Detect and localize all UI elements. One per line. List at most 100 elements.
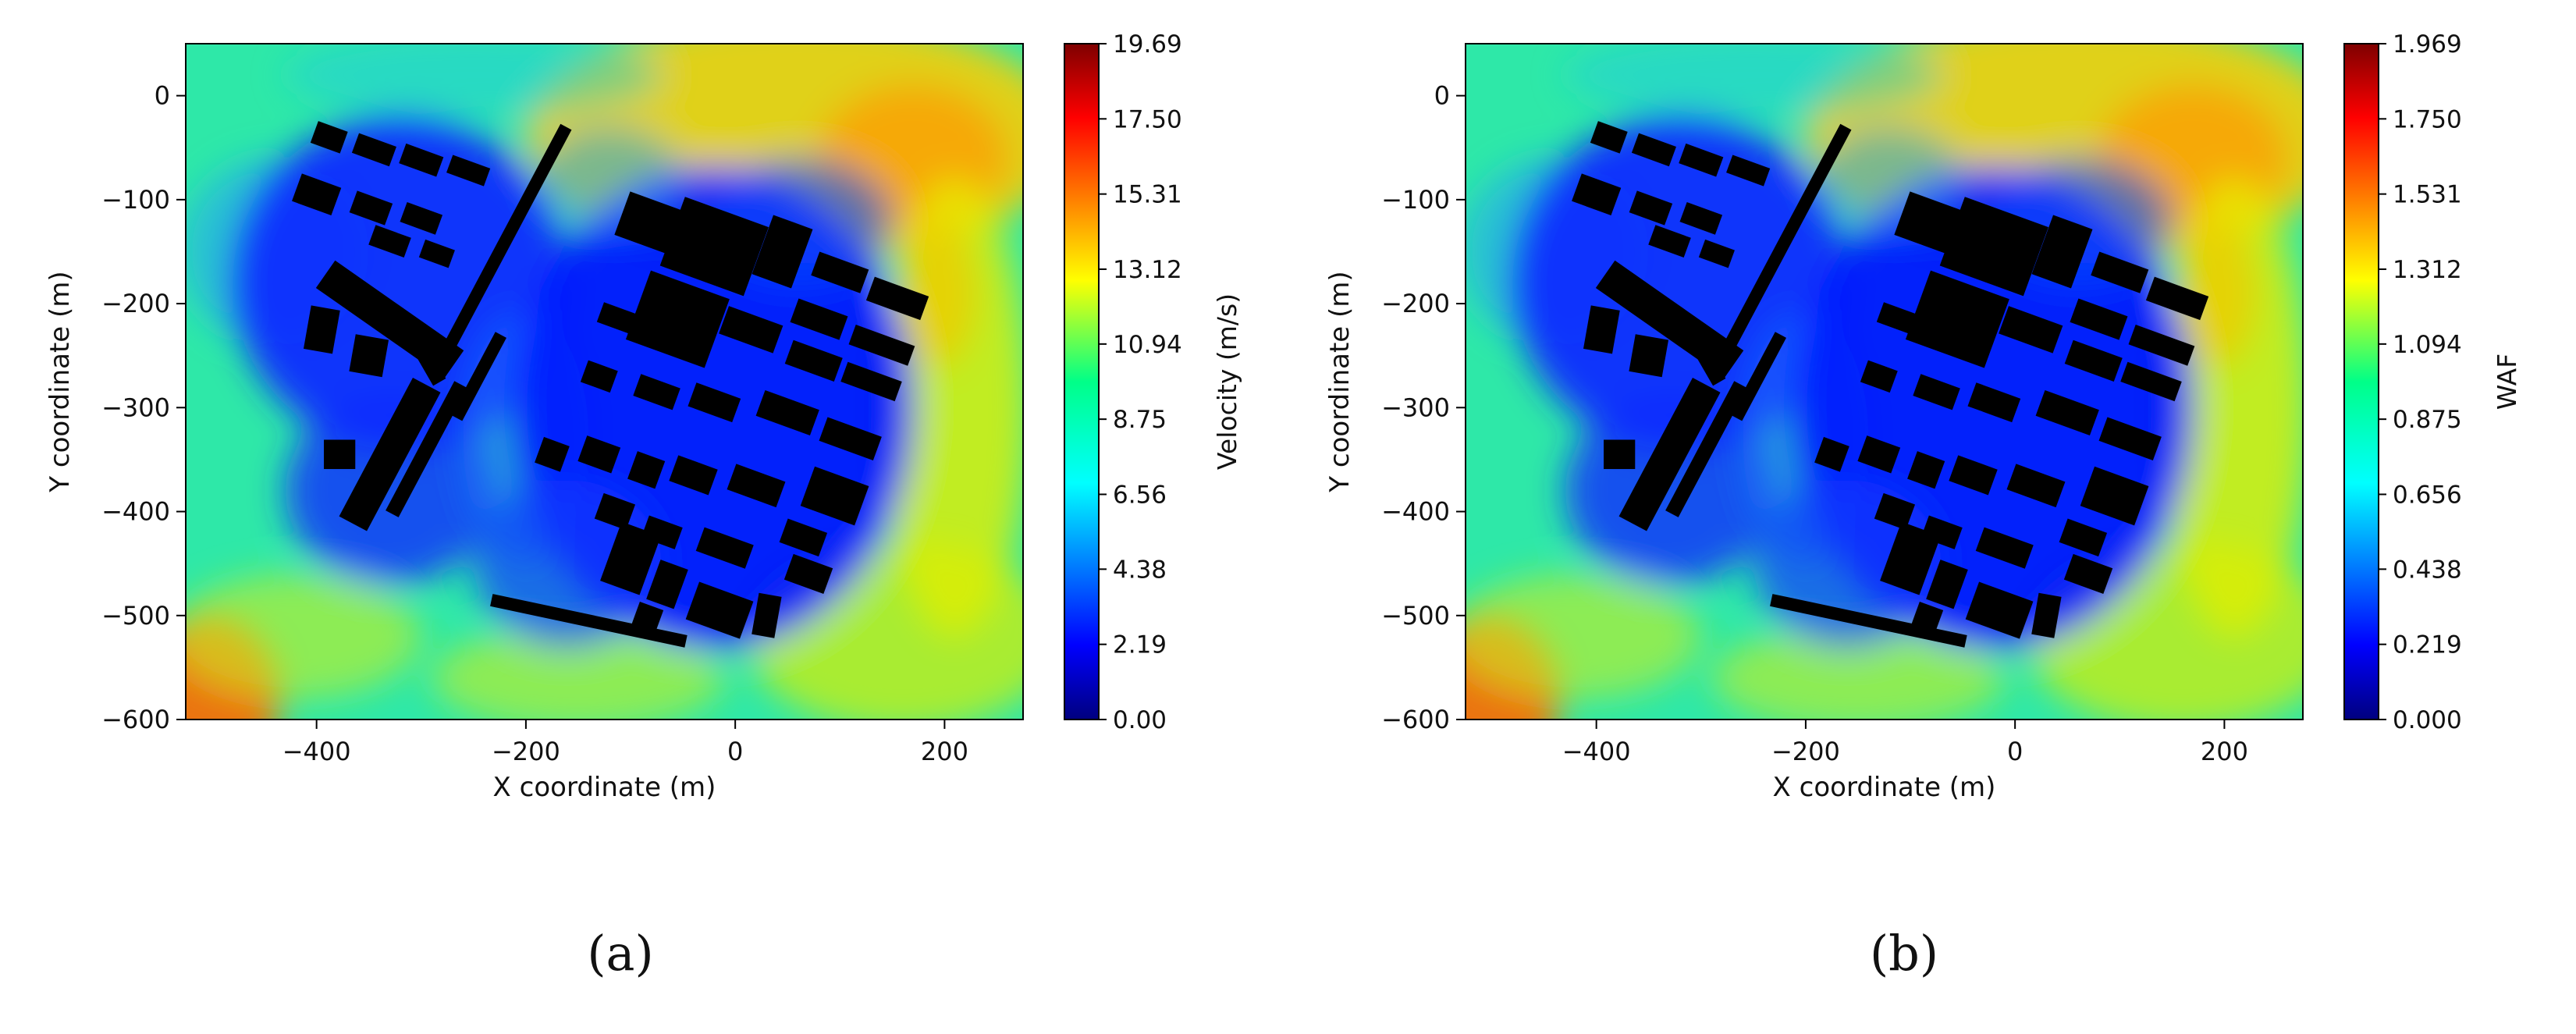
- field-region: [1565, 44, 1942, 117]
- building: [428, 123, 572, 380]
- building: [1731, 332, 1786, 421]
- building: [1874, 492, 1916, 531]
- building: [1770, 594, 1967, 648]
- field-region: [1711, 625, 2005, 720]
- building: [2080, 466, 2149, 526]
- y-tick-label: −400: [1381, 497, 1450, 527]
- building: [1814, 436, 1849, 472]
- building: [865, 276, 929, 321]
- building: [303, 305, 340, 354]
- building: [490, 594, 688, 648]
- building: [1618, 377, 1721, 531]
- building: [349, 334, 389, 378]
- building: [292, 173, 342, 216]
- colorbar-tick-label: 0.000: [2393, 706, 2462, 734]
- building: [800, 466, 869, 526]
- building: [633, 374, 680, 410]
- colorbar-tick-label: 10.94: [1113, 331, 1182, 359]
- building: [349, 190, 393, 226]
- building: [596, 302, 644, 336]
- building: [1629, 190, 1673, 226]
- building: [627, 451, 666, 489]
- building: [840, 361, 902, 402]
- y-tick-label: −500: [101, 601, 170, 631]
- building: [1572, 173, 1622, 216]
- building: [1860, 360, 1898, 393]
- building: [625, 270, 730, 368]
- building: [577, 435, 621, 474]
- building: [600, 521, 662, 595]
- building: [2063, 553, 2113, 595]
- colorbar-tick-label: 19.69: [1113, 30, 1182, 59]
- building: [669, 455, 718, 496]
- building: [1975, 527, 2034, 569]
- y-tick-label: −400: [101, 497, 170, 527]
- plot-frame: [1465, 43, 2304, 720]
- building: [1665, 381, 1747, 517]
- building: [783, 553, 833, 595]
- building: [2031, 592, 2062, 638]
- velocity-panel: −400 −200 0 200 0 −100 −200 −300 −400 −500 −600 X c…: [44, 30, 1242, 803]
- colorbar-label: WAF: [2492, 354, 2522, 410]
- building: [2145, 276, 2209, 321]
- building: [535, 436, 570, 472]
- building: [580, 360, 618, 393]
- x-tick-label: 0: [2007, 737, 2023, 766]
- building: [1726, 155, 1771, 187]
- field-region: [186, 573, 421, 699]
- building: [368, 225, 411, 258]
- building: [1604, 439, 1636, 470]
- colorbar-tick-label: 1.750: [2393, 105, 2462, 133]
- building: [2091, 251, 2149, 293]
- building: [1949, 455, 1998, 496]
- x-tick-label: 200: [921, 737, 968, 766]
- colorbar: [2343, 43, 2379, 720]
- building: [779, 518, 828, 557]
- field-region: [1466, 573, 1701, 699]
- building: [1926, 560, 1968, 609]
- building: [2035, 389, 2099, 435]
- building: [751, 215, 813, 289]
- building: [1698, 239, 1735, 268]
- waf-panel: −400 −200 0 200 0 −100 −200 −300 −400 −500 −600 X c…: [1324, 30, 2522, 803]
- building: [646, 560, 688, 609]
- building: [1629, 334, 1669, 378]
- building: [2128, 325, 2195, 366]
- colorbar-tick-label: 15.31: [1113, 181, 1182, 209]
- building: [1880, 521, 1942, 595]
- y-tick-label: −600: [101, 705, 170, 734]
- y-tick-label: 0: [1434, 81, 1450, 111]
- building: [1876, 302, 1924, 336]
- building: [727, 464, 786, 508]
- heatmap-area: [186, 44, 1023, 720]
- building: [2059, 518, 2108, 557]
- building: [1905, 270, 2009, 368]
- building: [1679, 201, 1723, 235]
- y-tick-label: −600: [1381, 705, 1450, 734]
- x-tick-label: 200: [2201, 737, 2248, 766]
- colorbar-tick-label: 0.656: [2393, 481, 2462, 509]
- building: [848, 325, 915, 366]
- colorbar-tick-label: 0.438: [2393, 556, 2462, 584]
- building: [755, 389, 819, 435]
- building: [339, 377, 441, 531]
- colorbar-tick-label: 1.531: [2393, 181, 2462, 209]
- y-axis-label: Y coordinate (m): [1324, 271, 1356, 492]
- y-axis-label: Y coordinate (m): [44, 271, 76, 492]
- heatmap-area: [1466, 44, 2303, 720]
- building: [784, 339, 843, 382]
- building: [2070, 298, 2128, 340]
- colorbar-tick-label: 1.312: [2393, 256, 2462, 284]
- building: [1939, 197, 2048, 297]
- building: [1857, 435, 1901, 474]
- field-region: [432, 625, 725, 720]
- building: [1707, 123, 1852, 380]
- colorbar-tick-label: 13.12: [1113, 256, 1182, 284]
- colorbar-tick-label: 1.969: [2393, 30, 2462, 59]
- building: [2064, 339, 2123, 382]
- colorbar-tick-label: 4.38: [1113, 556, 1167, 584]
- building: [1913, 374, 1960, 410]
- building: [324, 439, 356, 470]
- colorbar-tick-label: 0.875: [2393, 406, 2462, 434]
